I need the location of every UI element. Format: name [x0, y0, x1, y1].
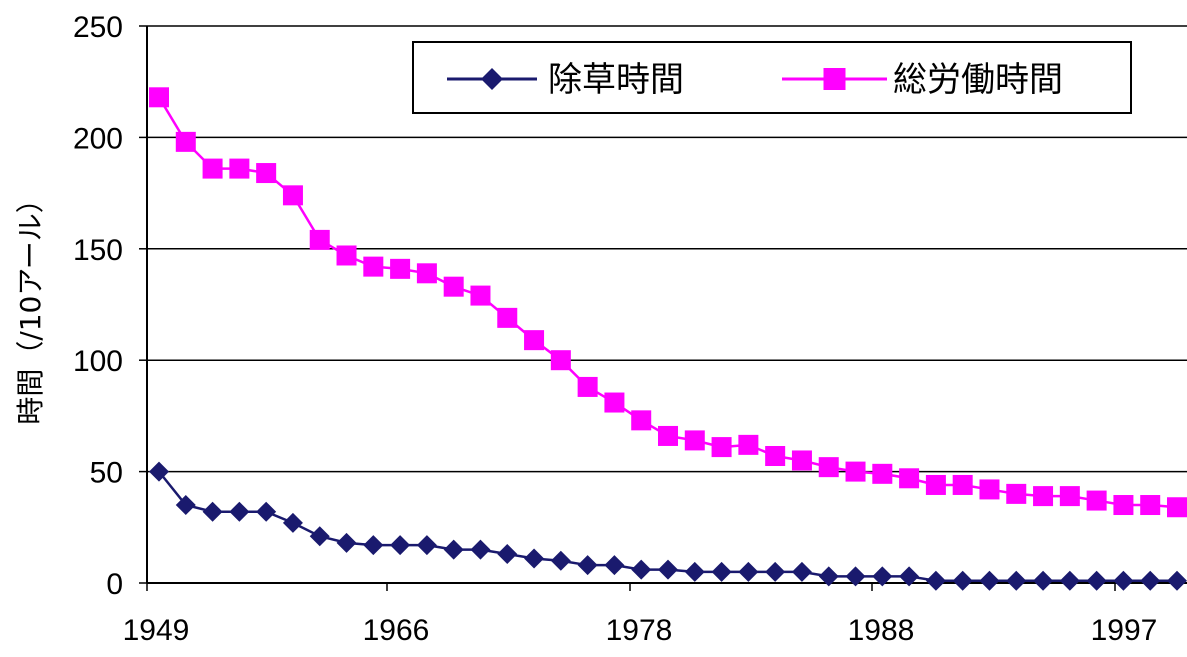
data-point-weeding-time: [1006, 570, 1027, 591]
data-point-weeding-time: [658, 559, 678, 580]
data-point-total-labor-time: [229, 158, 250, 179]
data-point-weeding-time: [416, 535, 437, 556]
data-point-total-labor-time: [443, 276, 464, 297]
x-axis-ticks: 1949 1966 1978 1988 1997: [123, 583, 1158, 647]
data-point-total-labor-time: [282, 185, 303, 206]
legend-marker-total-labor-time: [823, 68, 846, 90]
data-point-weeding-time: [363, 535, 384, 556]
data-point-total-labor-time: [1140, 495, 1161, 516]
data-point-weeding-time: [1167, 570, 1187, 591]
data-point-weeding-time: [845, 566, 866, 587]
data-point-total-labor-time: [1086, 490, 1107, 511]
data-point-total-labor-time: [631, 410, 652, 431]
data-point-weeding-time: [791, 561, 812, 582]
x-tick-label: 1978: [606, 614, 673, 647]
data-point-weeding-time: [550, 550, 571, 571]
legend-label-weeding-time: 除草時間: [548, 60, 684, 100]
data-point-weeding-time: [497, 544, 518, 565]
data-point-total-labor-time: [952, 474, 973, 495]
data-point-total-labor-time: [577, 376, 598, 397]
data-point-total-labor-time: [550, 350, 571, 371]
data-point-total-labor-time: [1113, 495, 1134, 516]
x-tick-label: 1966: [363, 614, 430, 647]
data-point-total-labor-time: [390, 258, 411, 279]
data-point-total-labor-time: [175, 131, 196, 152]
data-point-weeding-time: [604, 555, 625, 576]
series-layer: [149, 87, 1187, 591]
data-point-weeding-time: [872, 566, 893, 587]
data-point-total-labor-time: [1006, 483, 1027, 504]
y-tick-label: 50: [90, 457, 123, 490]
data-point-total-labor-time: [711, 437, 732, 458]
data-point-total-labor-time: [1059, 486, 1080, 507]
data-point-weeding-time: [1059, 570, 1080, 591]
y-axis-ticks: 0 50 100 150 200 250: [73, 11, 147, 601]
data-point-weeding-time: [149, 461, 169, 482]
x-tick-label: 1949: [123, 614, 190, 647]
data-point-weeding-time: [524, 548, 545, 569]
data-point-weeding-time: [336, 532, 357, 553]
data-point-weeding-time: [979, 570, 1000, 591]
data-point-total-labor-time: [149, 87, 169, 108]
data-point-total-labor-time: [658, 425, 678, 446]
legend-label-total-labor-time: 総労働時間: [893, 60, 1063, 100]
data-point-total-labor-time: [363, 256, 384, 277]
data-point-weeding-time: [925, 570, 946, 591]
legend: 除草時間 総労働時間: [412, 41, 1132, 114]
x-tick-label: 1997: [1091, 614, 1158, 647]
data-point-total-labor-time: [470, 285, 491, 306]
data-point-total-labor-time: [791, 450, 812, 471]
data-point-weeding-time: [711, 561, 732, 582]
data-point-weeding-time: [443, 539, 464, 560]
data-point-weeding-time: [818, 566, 839, 587]
data-point-weeding-time: [202, 501, 223, 522]
data-point-weeding-time: [577, 555, 598, 576]
data-point-weeding-time: [899, 566, 920, 587]
data-point-weeding-time: [256, 501, 277, 522]
data-point-weeding-time: [1033, 570, 1054, 591]
data-point-total-labor-time: [309, 229, 330, 250]
data-point-total-labor-time: [979, 479, 1000, 500]
data-point-weeding-time: [684, 561, 705, 582]
data-point-weeding-time: [229, 501, 250, 522]
data-point-total-labor-time: [1167, 497, 1187, 518]
data-point-weeding-time: [282, 512, 303, 533]
y-tick-label: 150: [73, 234, 123, 267]
data-point-total-labor-time: [416, 263, 437, 284]
data-point-total-labor-time: [765, 446, 786, 467]
data-point-total-labor-time: [524, 330, 545, 351]
data-point-weeding-time: [390, 535, 411, 556]
data-point-total-labor-time: [336, 245, 357, 266]
data-point-total-labor-time: [202, 158, 223, 179]
data-point-weeding-time: [175, 495, 196, 516]
data-point-total-labor-time: [497, 307, 518, 328]
data-point-total-labor-time: [925, 474, 946, 495]
data-point-weeding-time: [631, 559, 652, 580]
data-point-weeding-time: [738, 561, 759, 582]
data-point-total-labor-time: [1033, 486, 1054, 507]
legend-marker-weeding-time: [481, 68, 503, 90]
y-tick-label: 250: [73, 11, 123, 44]
data-point-total-labor-time: [684, 430, 705, 451]
data-point-weeding-time: [470, 539, 491, 560]
data-point-weeding-time: [309, 526, 330, 547]
data-point-total-labor-time: [899, 468, 920, 489]
data-point-weeding-time: [1140, 570, 1161, 591]
y-tick-label: 100: [73, 345, 123, 378]
data-point-weeding-time: [765, 561, 786, 582]
y-tick-label: 0: [106, 568, 123, 601]
data-point-total-labor-time: [818, 457, 839, 478]
x-tick-label: 1988: [848, 614, 915, 647]
data-point-total-labor-time: [872, 463, 893, 484]
data-point-weeding-time: [1086, 570, 1107, 591]
data-point-total-labor-time: [256, 163, 277, 184]
data-point-weeding-time: [1113, 570, 1134, 591]
y-axis-title: 時間（/10アール）: [14, 185, 47, 424]
data-point-weeding-time: [952, 570, 973, 591]
data-point-total-labor-time: [845, 461, 866, 482]
y-tick-label: 200: [73, 122, 123, 155]
data-point-total-labor-time: [604, 392, 625, 413]
data-point-total-labor-time: [738, 434, 759, 455]
